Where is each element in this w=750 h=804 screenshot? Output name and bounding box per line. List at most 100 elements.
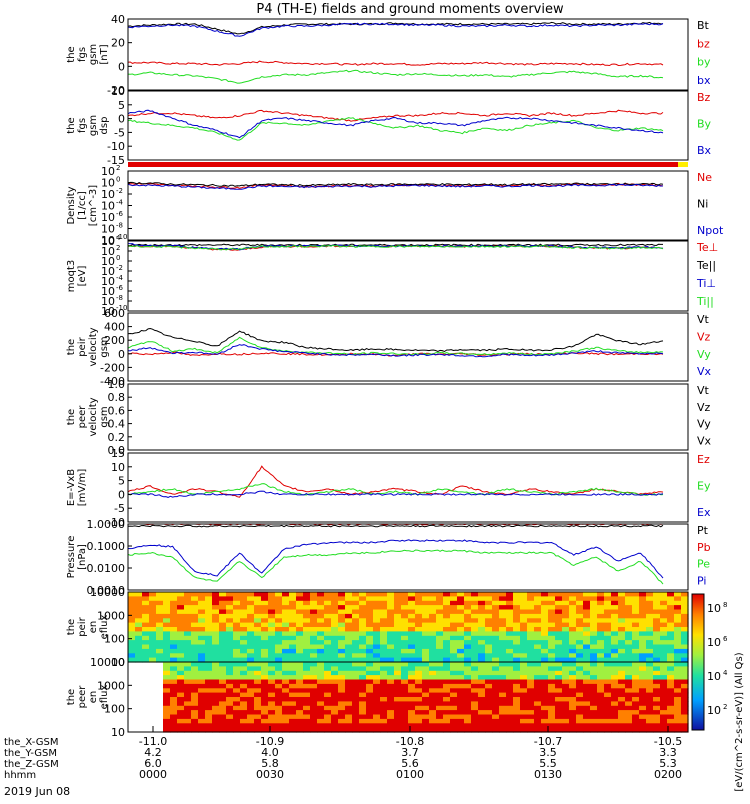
heatmap-cell [289,705,297,711]
heatmap-cell [366,640,374,646]
heatmap-cell [604,653,612,659]
heatmap-cell [408,596,416,602]
heatmap-cell [282,600,290,606]
heatmap-cell [240,697,248,702]
heatmap-cell [485,683,493,689]
heatmap-cell [303,705,311,711]
heatmap-cell [541,657,549,663]
heatmap-cell [268,718,276,724]
heatmap-cell [639,635,647,641]
heatmap-cell [142,613,150,619]
heatmap-cell [576,662,584,667]
heatmap-cell [401,635,409,641]
heatmap-cell [492,683,500,689]
heatmap-cell [450,653,458,659]
legend-Ni: Ni [697,198,708,211]
heatmap-cell [359,688,367,694]
heatmap-cell [478,727,486,733]
heatmap-cell [646,605,654,611]
heatmap-cell [674,592,682,597]
heatmap-cell [653,727,661,733]
heatmap-cell [632,648,640,654]
heatmap-cell [184,635,192,641]
heatmap-cell [527,613,535,619]
heatmap-cell [632,635,640,641]
heatmap-cell [303,600,311,606]
heatmap-cell [394,701,402,707]
heatmap-cell [548,609,556,615]
heatmap-cell [387,644,395,650]
heatmap-cell [184,675,192,681]
heatmap-cell [653,697,661,702]
heatmap-cell [527,662,535,667]
heatmap-cell [233,718,241,724]
heatmap-cell [590,714,598,720]
panel-frame [127,170,689,241]
heatmap-cell [674,683,682,689]
heatmap-cell [422,653,430,659]
heatmap-cell [219,627,227,632]
heatmap-cell [331,609,339,615]
heatmap-cell [457,609,465,615]
heatmap-cell [226,592,234,597]
heatmap-cell [359,666,367,672]
heatmap-cell [233,592,241,597]
heatmap-cell [646,648,654,654]
heatmap-cell [660,727,668,733]
heatmap-cell [513,697,521,702]
heatmap-cell [422,605,430,611]
heatmap-cell [597,675,605,681]
heatmap-cell [261,613,269,619]
heatmap-cell [520,653,528,659]
heatmap-cell [352,644,360,650]
heatmap-cell [492,605,500,611]
heatmap-cell [296,644,304,650]
heatmap-cell [296,609,304,615]
heatmap-cell [569,657,577,663]
heatmap-cell [492,653,500,659]
heatmap-cell [520,714,528,720]
heatmap-cell [604,705,612,711]
heatmap-cell [275,600,283,606]
heatmap-cell [625,688,633,694]
heatmap-cell [520,683,528,689]
series-by [127,69,664,84]
heatmap-cell [478,635,486,641]
heatmap-cell [408,600,416,606]
heatmap-cell [275,688,283,694]
heatmap-cell [471,718,479,724]
heatmap-cell [275,692,283,698]
heatmap-cell [527,592,535,597]
heatmap-cell [212,710,220,716]
heatmap-cell [660,683,668,689]
heatmap-cell [303,648,311,654]
heatmap-cell [205,605,213,611]
heatmap-cell [660,596,668,602]
heatmap-cell [317,683,325,689]
heatmap-cell [646,644,654,650]
heatmap-cell [562,613,570,619]
heatmap-cell [422,679,430,685]
heatmap-cell [457,701,465,707]
heatmap-cell [569,666,577,672]
heatmap-cell [198,640,206,646]
heatmap-cell [632,679,640,685]
heatmap-cell [436,662,444,667]
heatmap-cell [296,600,304,606]
heatmap-cell [576,701,584,707]
heatmap-cell [338,666,346,672]
heatmap-cell [492,600,500,606]
heatmap-cell [282,613,290,619]
heatmap-cell [436,666,444,672]
heatmap-cell [394,609,402,615]
heatmap-cell [289,627,297,632]
legend-Ey: Ey [697,480,711,493]
heatmap-cell [219,653,227,659]
heatmap-cell [352,600,360,606]
y-axis-label-line: [mV/m] [77,469,88,507]
heatmap-cell [520,600,528,606]
heatmap-cell [338,727,346,733]
heatmap-cell [625,670,633,676]
heatmap-cell [464,648,472,654]
series-Npot [127,183,664,190]
